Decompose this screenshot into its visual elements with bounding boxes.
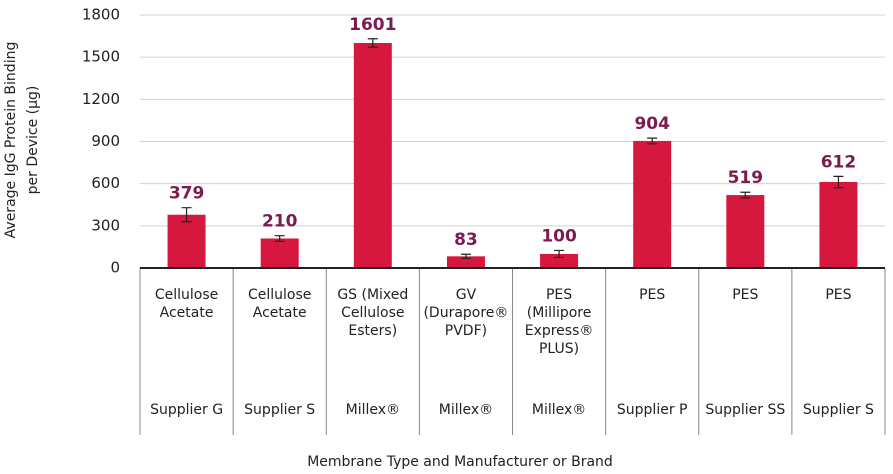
x-tick-label: PES <box>639 287 665 303</box>
supplier-label: Millex® <box>346 402 400 418</box>
x-tick-label: Cellulose Acetate <box>155 287 218 321</box>
x-axis-label: Membrane Type and Manufacturer or Brand <box>307 454 613 470</box>
x-tick-label: Cellulose Acetate <box>248 287 311 321</box>
error-bar <box>460 253 471 260</box>
bar <box>353 42 392 269</box>
supplier-label: Supplier S <box>244 402 315 418</box>
supplier-label: Supplier G <box>150 402 223 418</box>
x-tick-label: GV (Durapore® PVDF) <box>423 287 508 339</box>
data-label: 612 <box>821 152 857 172</box>
bar <box>446 256 485 268</box>
data-label: 519 <box>728 168 764 188</box>
data-label: 904 <box>634 114 670 134</box>
x-tick-label: PES <box>732 287 758 303</box>
supplier-label: Supplier SS <box>705 402 785 418</box>
bar <box>726 195 765 268</box>
error-bar <box>274 235 285 242</box>
supplier-label: Millex® <box>532 402 586 418</box>
data-label: 83 <box>454 230 478 250</box>
supplier-label: Supplier P <box>617 402 688 418</box>
bar <box>167 214 206 268</box>
supplier-label: Millex® <box>439 402 493 418</box>
y-tick-label: 900 <box>91 132 120 150</box>
error-bar <box>833 175 844 189</box>
supplier-label: Supplier S <box>803 402 874 418</box>
data-label: 379 <box>169 184 205 204</box>
y-tick-label: 600 <box>91 174 120 192</box>
bar <box>819 181 858 268</box>
bar <box>633 140 672 268</box>
bar <box>540 253 579 268</box>
y-tick-label: 0 <box>110 259 120 277</box>
error-bar <box>647 137 658 145</box>
x-tick-label: GS (Mixed Cellulose Esters) <box>337 287 408 339</box>
x-tick-label: PES <box>825 287 851 303</box>
error-bar <box>740 191 751 199</box>
y-axis-label: Average IgG Protein Binding per Device (µ… <box>3 42 41 239</box>
bar <box>260 238 299 268</box>
x-tick-label: PES (Millipore Express® PLUS) <box>525 287 594 357</box>
data-label: 210 <box>262 212 298 232</box>
error-bar <box>554 249 565 259</box>
y-tick-label: 1500 <box>82 48 120 66</box>
data-label: 1601 <box>349 15 396 35</box>
data-label: 100 <box>541 226 577 246</box>
y-tick-label: 1800 <box>82 6 120 24</box>
y-tick-label: 1200 <box>82 90 120 108</box>
error-bar <box>367 38 378 48</box>
error-bar <box>181 207 192 223</box>
y-tick-label: 300 <box>91 216 120 234</box>
